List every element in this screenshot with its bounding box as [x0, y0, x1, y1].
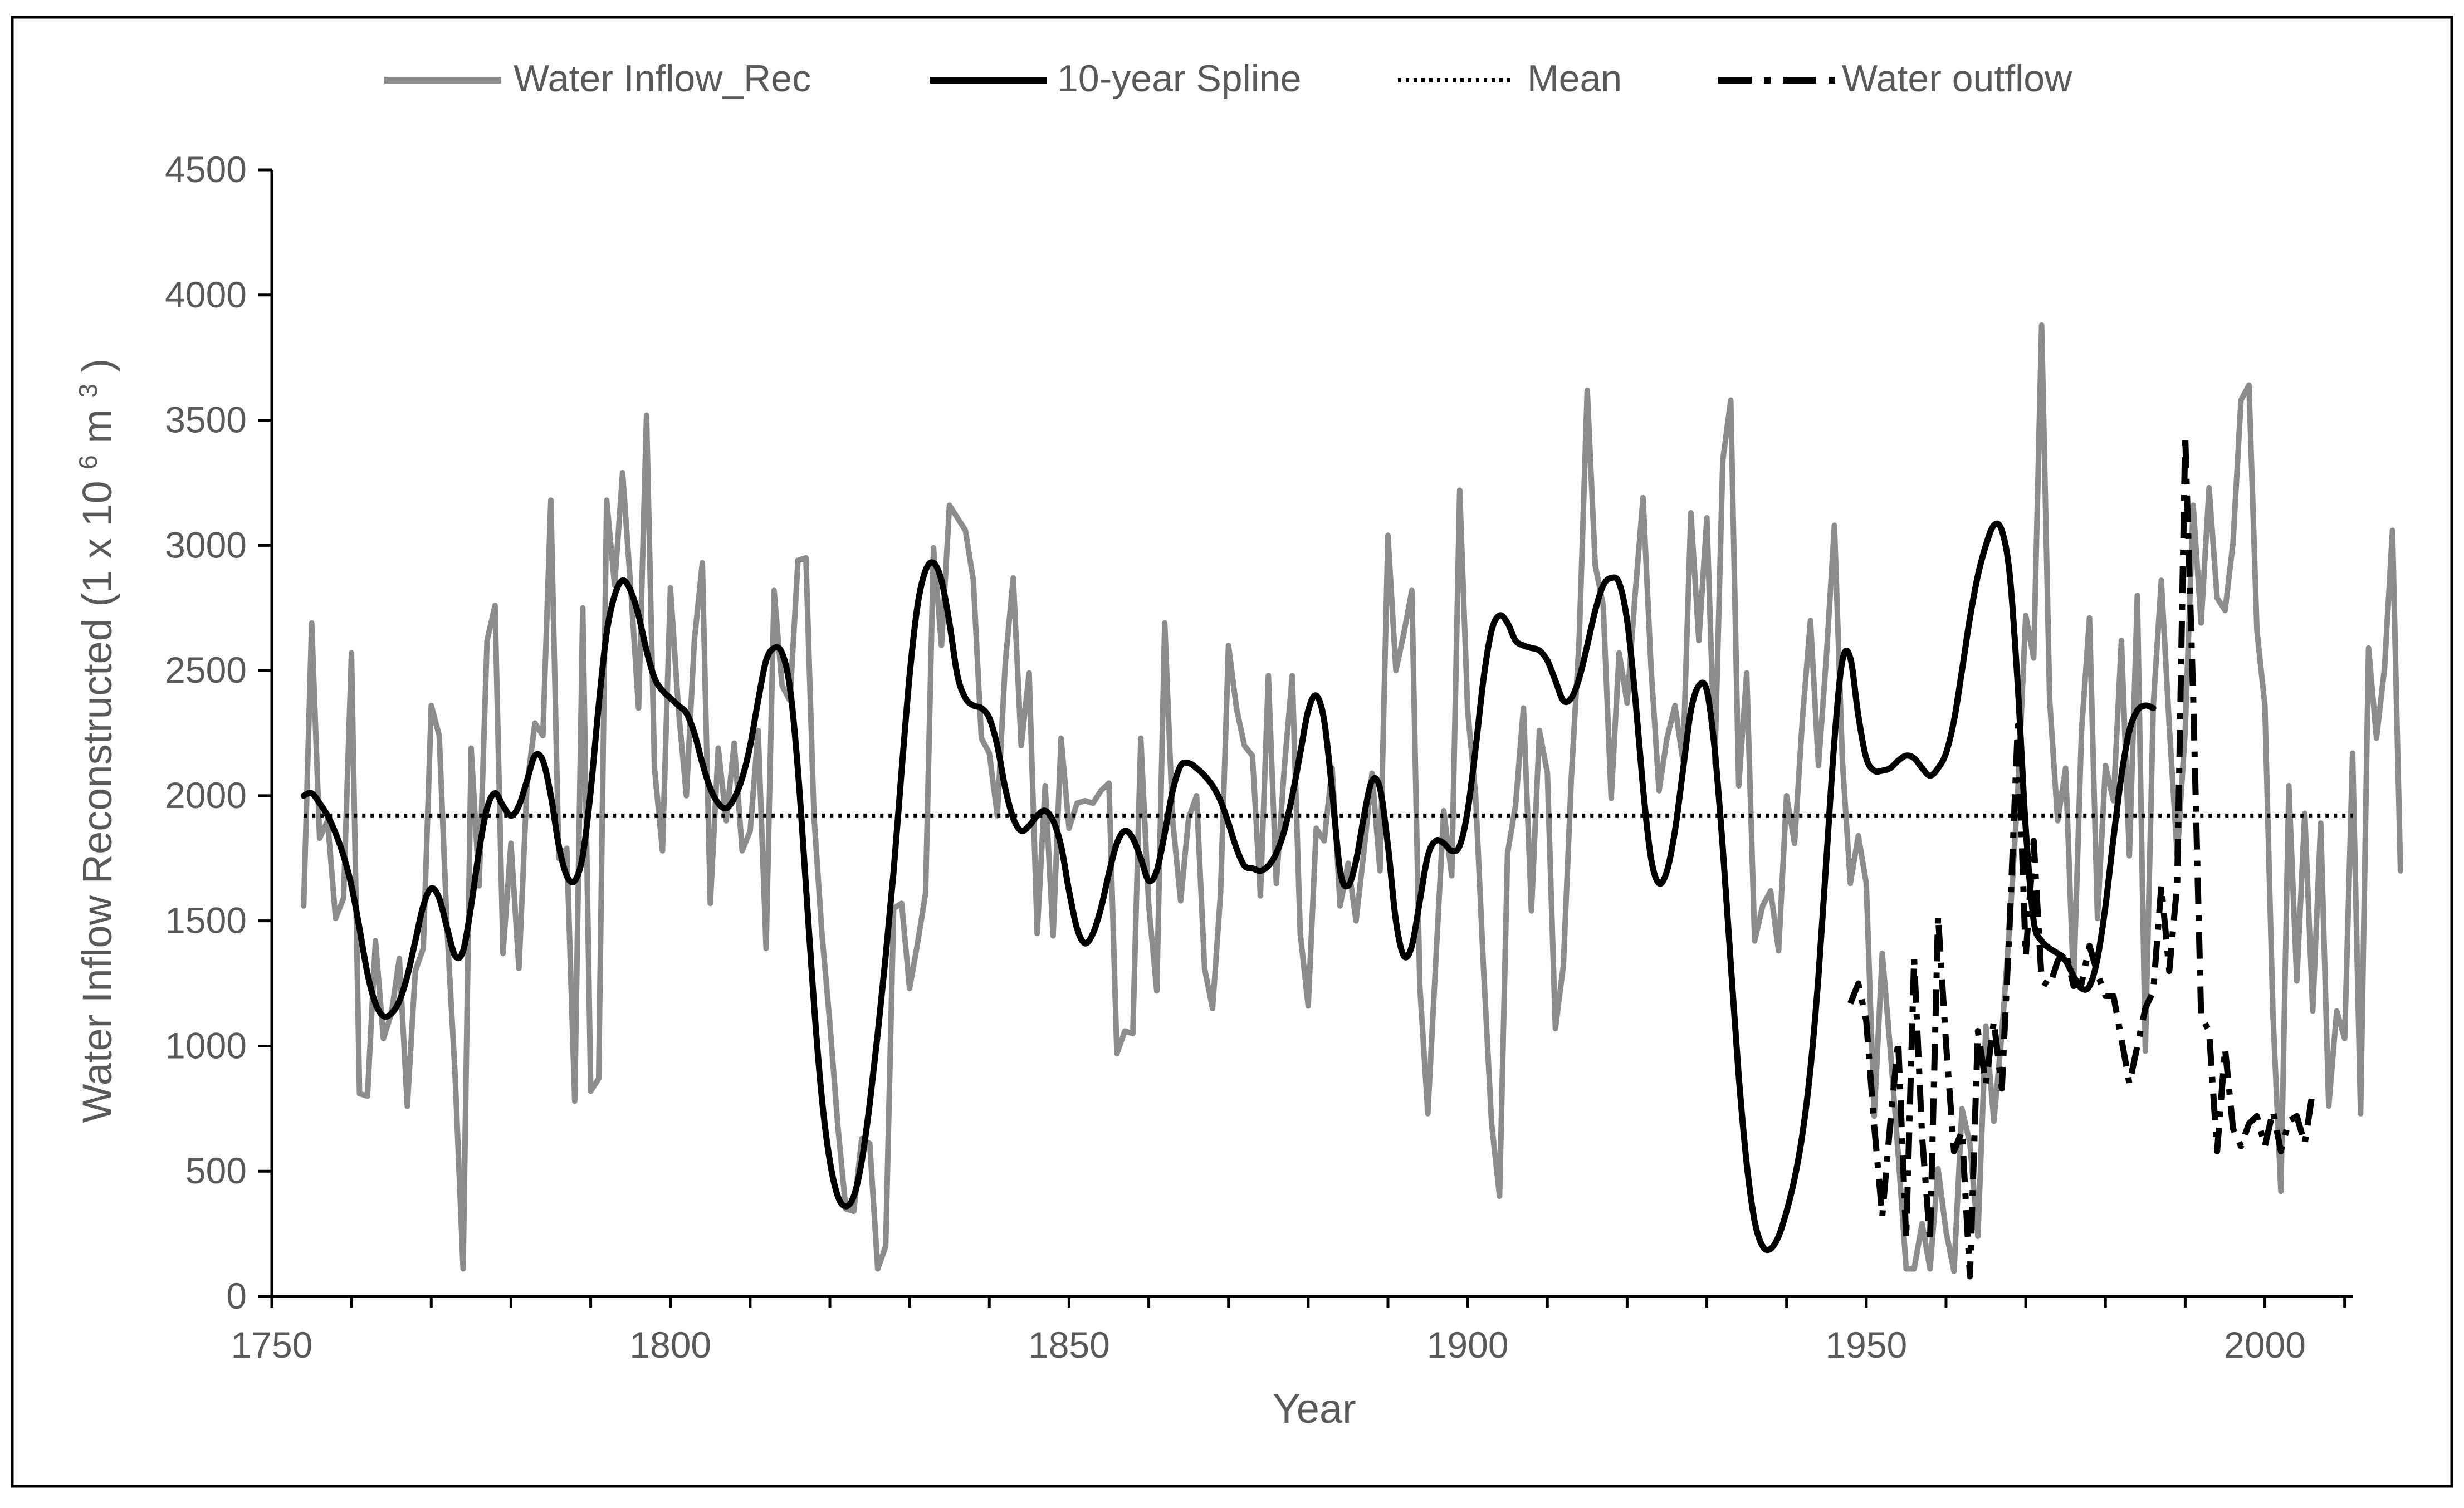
y-tick-label: 3000 [165, 524, 247, 565]
legend: Water Inflow_Rec 10-year Spline Mean Wat… [384, 57, 2072, 100]
x-tick-label: 1900 [1427, 1324, 1509, 1365]
y-tick-label: 500 [185, 1150, 247, 1191]
x-axis-title: Year [1273, 1385, 1356, 1432]
x-ticks: 1750 1800 1850 1900 1950 2000 [231, 1296, 2346, 1365]
legend-label-outflow: Water outflow [1842, 57, 2072, 100]
y-tick-label: 3500 [165, 399, 247, 440]
y-axis-title-middle: m [74, 409, 120, 444]
y-tick-label: 1500 [165, 900, 247, 941]
y-axis-title-prefix: Water Inflow Reconstructed (1 x 10 [74, 481, 120, 1123]
series-line-10-year-spline [300, 520, 2157, 1254]
y-axis-title-sup1: 6 [74, 455, 102, 469]
x-tick-label: 2000 [2224, 1324, 2306, 1365]
series-line-water-inflow-rec [301, 322, 2403, 1274]
y-tick-label: 2000 [165, 775, 247, 816]
x-tick-label: 1950 [1825, 1324, 1907, 1365]
y-axis-title-sup2: 3 [74, 384, 102, 398]
plot-series [300, 322, 2403, 1280]
y-axis-title: Water Inflow Reconstructed (1 x 10 6 m 3… [60, 359, 120, 1123]
legend-label-mean: Mean [1527, 57, 1622, 100]
y-tick-label: 4000 [165, 274, 247, 315]
x-tick-label: 1750 [231, 1324, 313, 1365]
legend-label-inflow: Water Inflow_Rec [514, 57, 811, 100]
series-line-water-outflow [1847, 432, 2316, 1280]
y-tick-label: 4500 [165, 149, 247, 190]
y-tick-label: 0 [226, 1275, 247, 1316]
x-tick-label: 1850 [1028, 1324, 1110, 1365]
y-tick-label: 1000 [165, 1025, 247, 1066]
x-tick-label: 1800 [629, 1324, 711, 1365]
chart-border [11, 16, 2453, 1488]
legend-label-spline: 10-year Spline [1057, 57, 1301, 100]
y-axis-title-suffix: ) [74, 359, 120, 373]
y-tick-label: 2500 [165, 649, 247, 691]
y-ticks: 0 500 1000 1500 2000 2500 3000 3500 4000 4500 [165, 149, 272, 1316]
